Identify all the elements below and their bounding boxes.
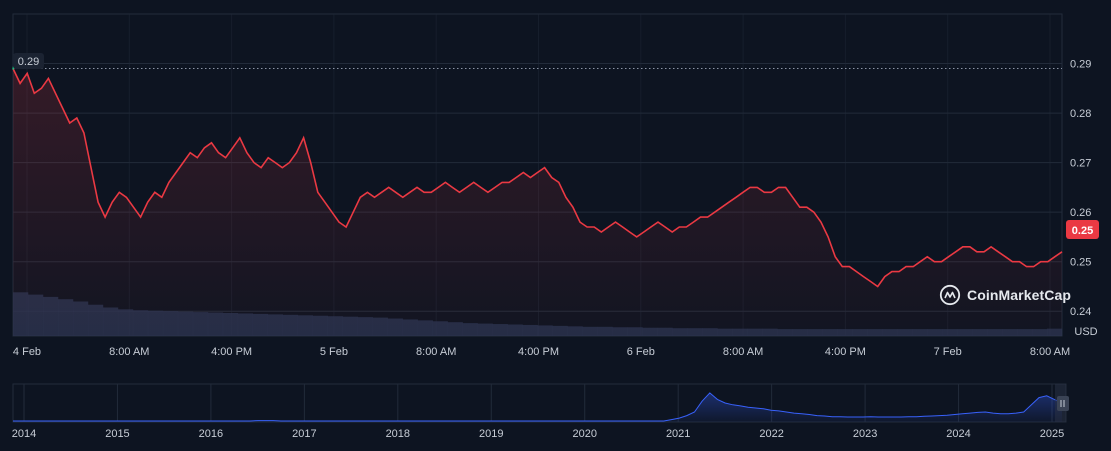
overview-line bbox=[13, 392, 1063, 422]
overview-grid bbox=[23, 384, 1053, 422]
overview-tick-label: 2014 bbox=[12, 428, 36, 440]
y-tick-label: 0.27 bbox=[1070, 158, 1091, 170]
x-tick-label: 4:00 PM bbox=[211, 346, 252, 358]
price-area-fill bbox=[13, 68, 1062, 336]
overview-tick-label: 2024 bbox=[946, 428, 970, 440]
overview-navigator[interactable]: 2014 2015 2016 2017 2018 2019 2020 2021 2022 2023… bbox=[12, 383, 1069, 440]
overview-tick-label: 2022 bbox=[759, 428, 783, 440]
x-tick-label: 8:00 AM bbox=[723, 346, 763, 358]
brand-name: CoinMarketCap bbox=[967, 287, 1071, 303]
y-tick-label: 0.28 bbox=[1070, 108, 1091, 120]
overview-tick-label: 2025 bbox=[1040, 428, 1064, 440]
open-price-badge: 0.29 bbox=[13, 53, 44, 69]
overview-tick-label: 2015 bbox=[105, 428, 129, 440]
coinmarketcap-logo-icon bbox=[939, 284, 961, 306]
x-axis: 4 Feb 8:00 AM 4:00 PM 5 Feb 8:00 AM 4:00 PM 6 … bbox=[13, 346, 1070, 358]
range-handle-icon[interactable] bbox=[1057, 396, 1069, 411]
x-tick-label: 4:00 PM bbox=[825, 346, 866, 358]
current-price-badge: 0.25 bbox=[1066, 220, 1099, 239]
overview-x-axis: 2014 2015 2016 2017 2018 2019 2020 2021 2022 2023… bbox=[12, 428, 1064, 440]
overview-tick-label: 2016 bbox=[199, 428, 223, 440]
x-tick-label: 8:00 AM bbox=[416, 346, 456, 358]
y-tick-label: 0.25 bbox=[1070, 257, 1091, 269]
x-tick-label: 7 Feb bbox=[934, 346, 962, 358]
overview-tick-label: 2017 bbox=[292, 428, 316, 440]
y-axis: 0.29 0.28 0.27 0.26 0.25 0.24 bbox=[1070, 59, 1091, 319]
x-tick-label: 4 Feb bbox=[13, 346, 41, 358]
overview-tick-label: 2023 bbox=[853, 428, 877, 440]
overview-tick-label: 2018 bbox=[386, 428, 410, 440]
x-tick-label: 8:00 AM bbox=[109, 346, 149, 358]
brand-watermark: CoinMarketCap bbox=[939, 284, 1071, 306]
y-tick-label: 0.29 bbox=[1070, 59, 1091, 71]
overview-tick-label: 2021 bbox=[666, 428, 690, 440]
price-line[interactable] bbox=[12, 68, 1063, 288]
open-price-label: 0.29 bbox=[18, 56, 39, 68]
currency-label: USD bbox=[1074, 326, 1097, 338]
y-tick-label: 0.26 bbox=[1070, 207, 1091, 219]
x-tick-label: 5 Feb bbox=[320, 346, 348, 358]
overview-tick-label: 2019 bbox=[479, 428, 503, 440]
x-tick-label: 6 Feb bbox=[627, 346, 655, 358]
y-tick-label: 0.24 bbox=[1070, 306, 1091, 318]
x-tick-label: 4:00 PM bbox=[518, 346, 559, 358]
overview-tick-label: 2020 bbox=[572, 428, 596, 440]
current-price-label: 0.25 bbox=[1072, 225, 1093, 237]
overview-area-fill bbox=[13, 392, 1062, 422]
x-tick-label: 8:00 AM bbox=[1030, 346, 1070, 358]
